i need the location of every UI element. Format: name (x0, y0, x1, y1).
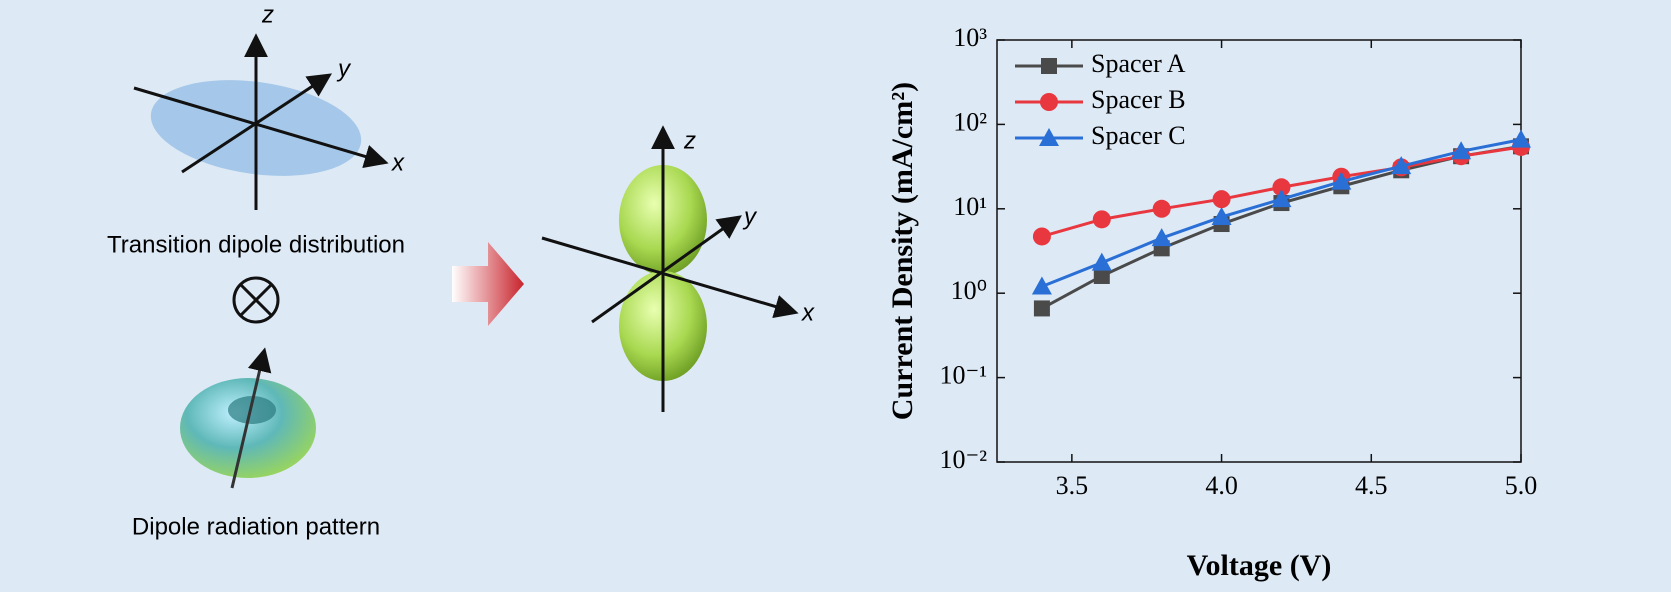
y-tick-label: 10⁻² (939, 445, 987, 474)
y-tick-label: 10³ (953, 23, 987, 52)
y-tick-label: 10¹ (953, 192, 987, 221)
series-line (1042, 146, 1521, 308)
legend-marker (1040, 93, 1058, 111)
axis-label: x (801, 299, 815, 326)
marker (1033, 227, 1051, 245)
x-axis-title: Voltage (V) (1187, 549, 1332, 582)
chart: Voltage (V) Current Density (mA/cm²) 10⁻… (886, 23, 1537, 582)
x-tick-label: 4.5 (1355, 471, 1388, 500)
axis-label: z (261, 1, 274, 28)
otimes (234, 278, 278, 322)
marker (1034, 300, 1050, 316)
y-tick-label: 10² (953, 107, 987, 136)
dipole-distribution-diagram: z y x Transition dipole distribution Dip… (107, 1, 405, 540)
process-arrow (452, 242, 524, 326)
marker (1153, 200, 1171, 218)
caption: Dipole radiation pattern (132, 513, 380, 540)
axis-label: y (336, 55, 352, 82)
x-tick-label: 4.0 (1205, 471, 1238, 500)
legend-label: Spacer A (1091, 49, 1186, 78)
marker (1092, 253, 1112, 271)
torus (180, 378, 316, 478)
marker (1213, 190, 1231, 208)
marker (1032, 277, 1052, 295)
legend-label: Spacer B (1091, 85, 1186, 114)
emission-diagram: z y x (542, 127, 815, 412)
y-tick-label: 10⁰ (951, 276, 987, 305)
x-tick-label: 3.5 (1056, 471, 1089, 500)
axis-label: y (742, 203, 758, 230)
series-line (1042, 140, 1521, 287)
marker (1093, 210, 1111, 228)
y-axis-title: Current Density (mA/cm²) (886, 82, 919, 420)
figure: z y x Transition dipole distribution Dip… (0, 0, 1671, 592)
caption: Transition dipole distribution (107, 231, 405, 258)
y-tick-label: 10⁻¹ (939, 361, 987, 390)
legend-label: Spacer C (1091, 121, 1186, 150)
legend-marker (1041, 58, 1057, 74)
axis-label: z (683, 127, 696, 154)
x-tick-label: 5.0 (1505, 471, 1538, 500)
axis-label: x (391, 149, 405, 176)
